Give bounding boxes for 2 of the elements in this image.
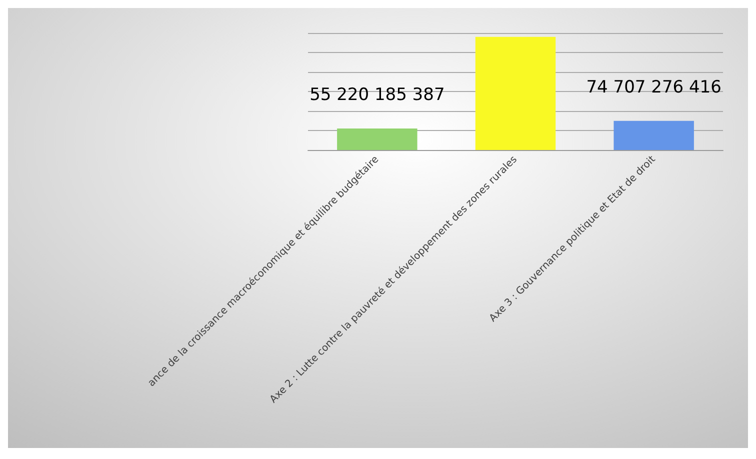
data-label: 55 220 185 387 [310, 84, 445, 105]
data-label: 74 707 276 416 [586, 77, 722, 98]
